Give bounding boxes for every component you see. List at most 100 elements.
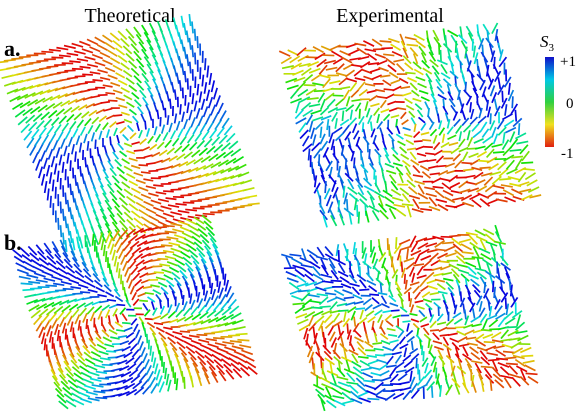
vector [287,85,298,89]
vector [308,295,319,297]
vector [193,125,198,134]
vector [21,124,29,133]
vector [225,209,237,210]
vector [480,199,489,206]
vector [181,252,191,258]
vector [334,357,343,364]
vector [116,122,124,124]
vector [413,199,419,209]
vector [323,79,330,88]
vector [72,215,74,227]
vector [193,208,205,209]
vector [172,273,180,279]
vector [337,368,345,377]
vector [224,274,225,286]
vector [58,218,59,230]
vector [437,284,445,290]
vector [190,231,200,237]
vector [161,314,168,319]
vector [104,245,105,256]
vector [70,121,76,129]
vector [139,342,143,351]
vector [64,394,74,401]
vector [145,121,146,130]
vector [163,191,174,192]
vector [321,99,325,109]
vector [340,388,351,393]
vector [59,155,61,166]
vector [378,315,382,323]
vector [365,385,376,389]
vector [469,153,479,157]
vector [67,53,79,55]
vector [389,72,398,77]
vector [427,280,436,283]
vector [407,148,416,149]
vector [72,144,74,154]
vector [471,353,480,360]
vector [130,241,139,248]
vector [238,362,248,369]
vector [213,338,225,339]
vector [117,190,125,197]
vector [44,278,55,281]
vector [387,101,396,104]
vector [189,250,198,258]
vector [409,187,417,194]
vector [343,290,353,294]
vector [465,309,466,319]
vector [244,356,255,361]
vector [75,222,78,234]
vector [127,274,131,283]
vector [332,396,344,398]
vector [41,151,45,162]
vector [156,370,159,381]
vector [123,71,131,77]
vector [66,266,75,273]
vector [348,50,359,55]
vector [454,319,462,324]
vector [92,80,102,81]
vector [301,265,313,267]
vector [182,371,183,383]
vector [419,310,425,316]
vector [355,373,364,380]
vector [402,321,410,322]
vector [175,113,177,123]
vector [515,133,526,139]
vector [136,180,145,183]
vector [493,134,497,144]
vector [448,56,453,66]
vector [109,330,117,334]
vector [131,142,139,144]
vector [474,139,484,143]
vector [18,117,27,125]
vector [195,351,204,358]
vector [122,182,130,188]
vector [101,239,103,250]
vector [381,304,389,308]
vector [230,306,239,314]
vector [216,95,220,106]
vector [82,112,90,118]
vector [418,185,424,194]
vector [113,41,122,48]
vector [459,239,471,242]
vector [131,267,138,275]
vector [313,134,316,145]
vector [163,226,175,227]
vector [95,280,103,286]
vector [493,281,494,292]
vector [129,109,136,114]
vector [446,319,453,325]
vector [54,306,63,313]
vector [122,228,130,237]
vector [471,361,482,363]
vector [387,127,393,134]
vector [420,317,427,322]
vector [500,376,512,378]
vector [184,47,186,59]
vector [136,361,143,369]
vector [63,209,64,221]
vector [130,133,136,139]
